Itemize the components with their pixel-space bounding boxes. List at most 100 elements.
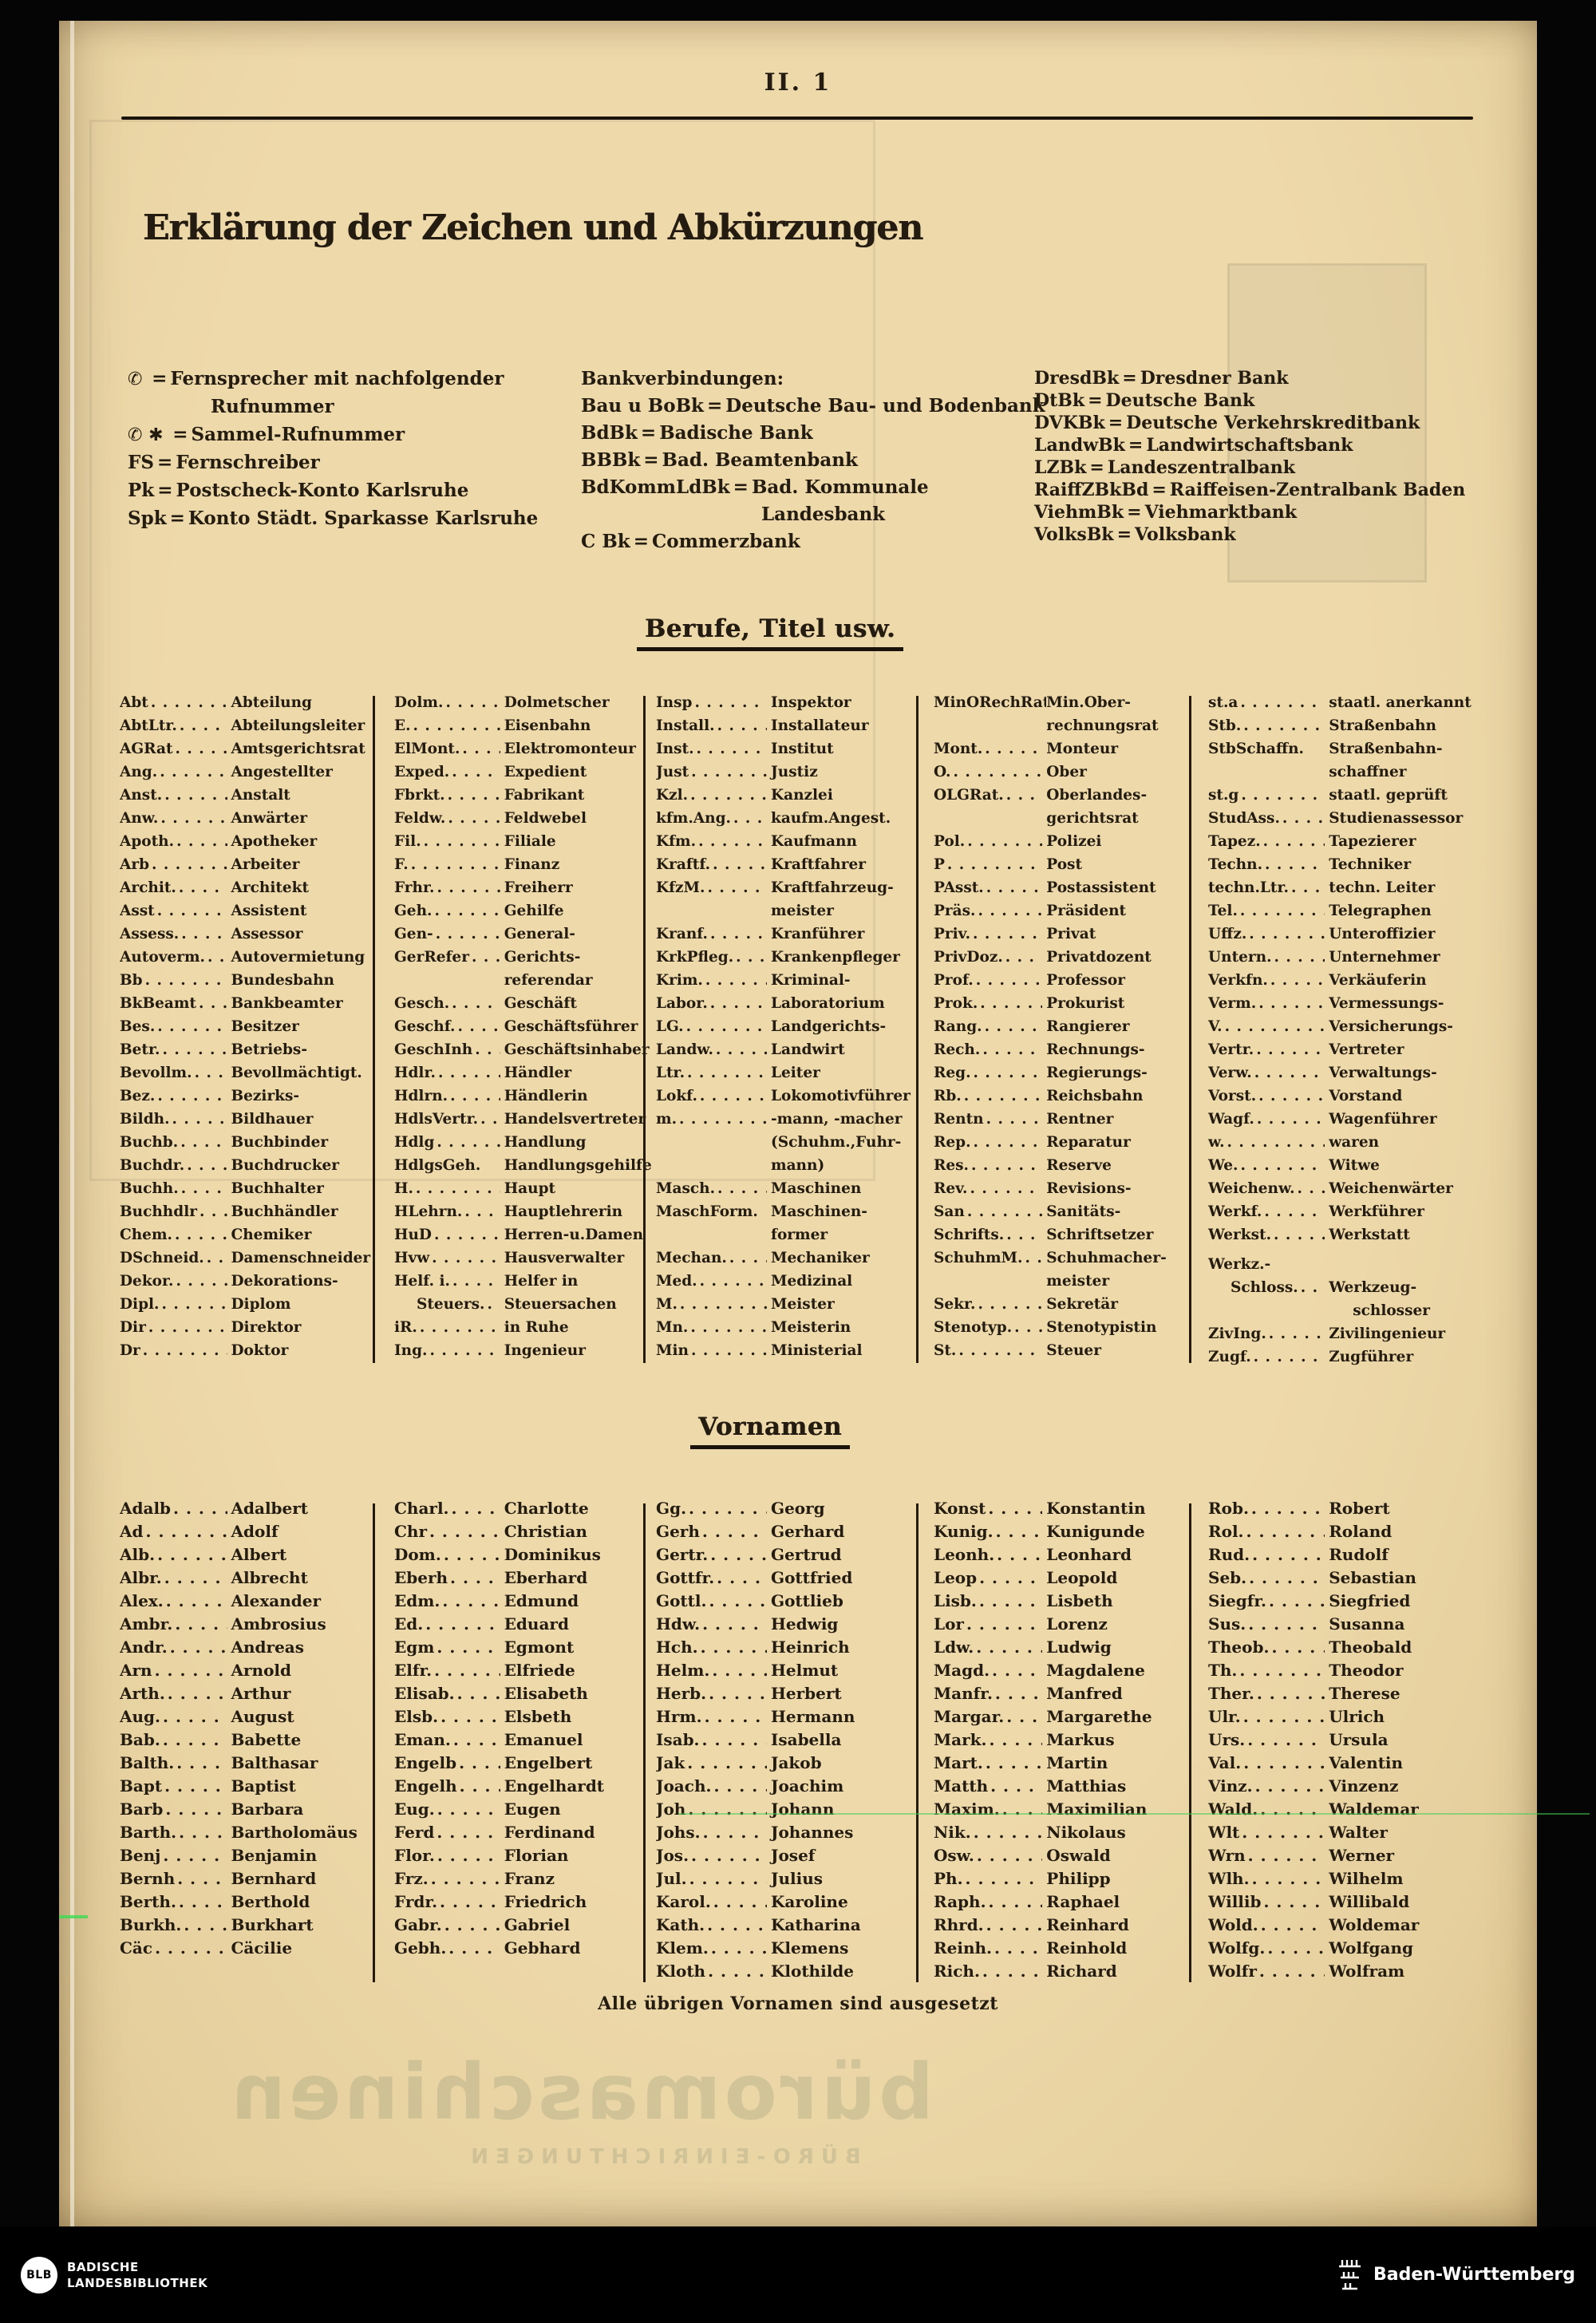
legend-abbr: Spk — [128, 508, 167, 529]
dot-leader — [163, 1728, 227, 1752]
name-abbr-cell: Cäc — [120, 1937, 231, 1960]
term: Händler — [504, 1065, 572, 1081]
dot-leader — [990, 1775, 1042, 1798]
abbreviation-cell: Geschf. — [394, 1015, 504, 1038]
dot-leader — [708, 1960, 767, 1983]
abbrev-row: Pol. Polizei — [934, 830, 1184, 853]
name-row: Edm. Edmund — [394, 1590, 638, 1613]
abbreviation: w. — [1208, 1134, 1225, 1151]
full-name: Arthur — [231, 1684, 291, 1703]
abbreviation-cell: Helf. i. — [394, 1270, 504, 1293]
abbreviation-cell: Anst. — [120, 784, 231, 807]
abbrev-row: P Post — [934, 853, 1184, 876]
term: Sekretär — [1046, 1296, 1119, 1313]
dot-leader — [1249, 1566, 1325, 1590]
name-abbr-cell: Alex. — [120, 1590, 231, 1613]
dot-leader — [694, 691, 767, 714]
full-name: Werner — [1329, 1846, 1395, 1865]
abbreviation-cell: Kraftf. — [656, 853, 771, 876]
name-row: Ulr. Ulrich — [1208, 1705, 1476, 1728]
full-name: Heinrich — [771, 1638, 850, 1657]
name-abbreviation: Engelh — [394, 1776, 457, 1796]
name-row: Kath. Katharina — [656, 1914, 911, 1937]
dot-leader — [988, 1497, 1042, 1520]
name-abbreviation: Bapt — [120, 1776, 163, 1796]
term: Bildhauer — [231, 1111, 314, 1128]
column-divider — [643, 696, 646, 1363]
term: Angestellter — [231, 764, 333, 780]
dot-leader — [452, 1497, 500, 1520]
name-abbreviation: Jak — [656, 1753, 685, 1772]
dot-leader — [157, 899, 227, 922]
name-row: Jak Jakob — [656, 1752, 911, 1775]
abbreviation: Präs. — [934, 903, 976, 919]
name-abbreviation: Siegfr. — [1208, 1591, 1267, 1610]
name-row: Aug. August — [120, 1705, 367, 1728]
dot-leader — [432, 1246, 500, 1270]
dot-leader — [152, 853, 227, 876]
term: gerichtsrat — [1046, 810, 1139, 827]
legend-text: Landeszentralbank — [1107, 457, 1296, 478]
abbreviation-cell: O. — [934, 761, 1046, 784]
term: Gerichts- — [504, 949, 581, 966]
dot-leader — [181, 1177, 227, 1200]
legend-text: Konto Städt. Sparkasse Karlsruhe — [188, 508, 539, 529]
dot-leader — [429, 1520, 500, 1543]
abbreviation-cell: Min — [656, 1339, 771, 1362]
full-name: Walter — [1329, 1823, 1388, 1842]
dot-leader — [703, 1821, 767, 1844]
name-row: Th. Theodor — [1208, 1659, 1476, 1682]
dot-leader — [978, 899, 1043, 922]
dot-leader — [184, 1914, 227, 1937]
abbreviation: Verw. — [1208, 1065, 1252, 1081]
abbreviation-cell: Untern. — [1208, 946, 1329, 969]
legend-item: C Bk = Commerzbank — [581, 528, 1032, 555]
name-abbr-cell: Osw. — [934, 1844, 1046, 1867]
legend-item: Bau u BoBk = Deutsche Bau- und Bodenbank — [581, 393, 1045, 420]
dot-leader — [166, 1590, 227, 1613]
dot-leader — [180, 1131, 227, 1154]
full-name: Roland — [1329, 1522, 1393, 1541]
full-name: Emanuel — [504, 1730, 583, 1749]
abbreviation-cell: HLehrn. — [394, 1200, 504, 1223]
name-row: Engelb Engelbert — [394, 1752, 638, 1775]
name-abbreviation: Egm — [394, 1638, 435, 1657]
name-abbreviation: Arth. — [120, 1684, 165, 1703]
name-abbreviation: Kloth — [656, 1962, 706, 1981]
name-abbreviation: Adalb — [120, 1499, 172, 1518]
full-name: Wolfram — [1329, 1962, 1405, 1981]
abbreviation-cell: Bildh. — [120, 1108, 231, 1131]
name-row: Burkh. Burkhart — [120, 1914, 367, 1937]
abbrev-row: Bb Bundesbahn — [120, 969, 367, 992]
term: (Schuhm.,Fuhr- — [771, 1134, 902, 1151]
name-abbr-cell: Ed. — [394, 1613, 504, 1636]
name-abbr-cell: Barth. — [120, 1821, 231, 1844]
dot-leader — [450, 1566, 500, 1590]
abbreviation-cell — [1208, 761, 1329, 784]
abbrev-row: Geschf. Geschäftsführer — [394, 1015, 638, 1038]
dot-leader — [1254, 1345, 1325, 1369]
name-abbr-cell: Th. — [1208, 1659, 1329, 1682]
dot-leader — [976, 969, 1043, 992]
name-row: Jul. Julius — [656, 1867, 911, 1890]
name-row: Joh Johann — [656, 1798, 911, 1821]
abbreviation-cell: PrivDoz. — [934, 946, 1046, 969]
blb-logo: BLB BADISCHE LANDESBIBLIOTHEK — [21, 2256, 207, 2293]
full-name: Elsbeth — [504, 1707, 572, 1726]
term: Assessor — [231, 926, 303, 942]
name-abbr-cell: Rhrd. — [934, 1914, 1046, 1937]
abbreviation: M. — [656, 1296, 678, 1313]
name-column-1: AdalbAdalbert AdAdolf Alb.Albert Albr.Al… — [120, 1497, 367, 1960]
name-abbr-cell: Willib — [1208, 1890, 1329, 1914]
state-logo: Baden-Württemberg — [1337, 2257, 1575, 2293]
term: Stenotypistin — [1046, 1319, 1157, 1336]
name-abbr-cell: Urs. — [1208, 1728, 1329, 1752]
abbreviation-cell — [1208, 1299, 1329, 1322]
name-abbreviation: Ed. — [394, 1614, 424, 1634]
name-abbreviation: Manfr. — [934, 1684, 993, 1703]
abbreviation-cell: OLGRat. — [934, 784, 1046, 807]
abbreviation: Sekr. — [934, 1296, 976, 1313]
legend-text: Landesbank — [761, 504, 886, 525]
full-name: Edmund — [504, 1591, 579, 1610]
dot-leader — [982, 1038, 1042, 1061]
